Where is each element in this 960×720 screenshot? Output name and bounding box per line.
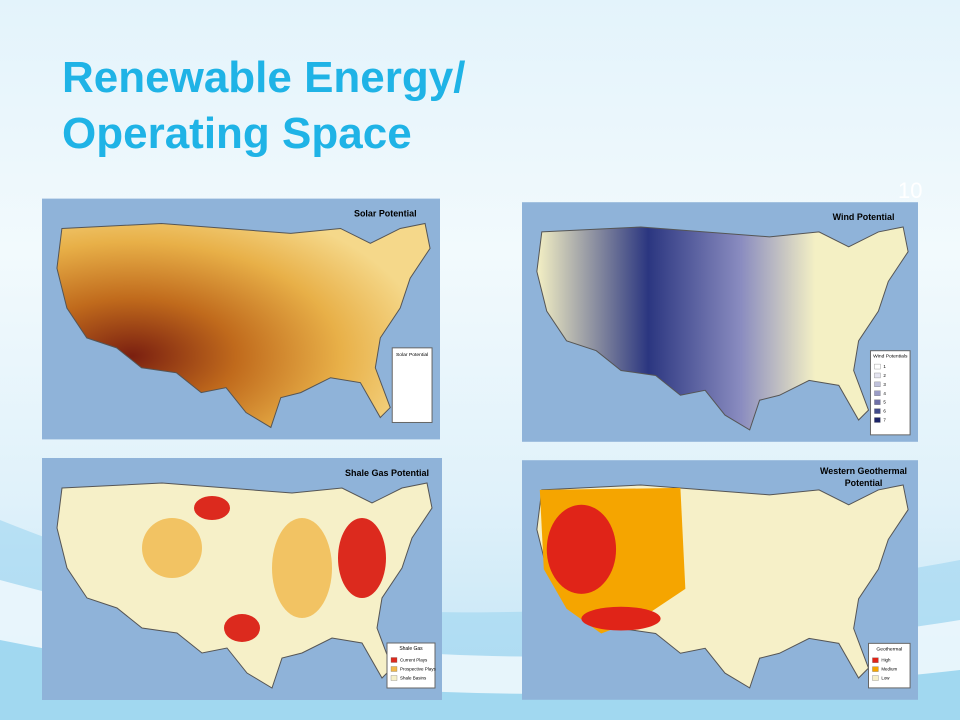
shale-map: Shale Gas Potential Shale Gas Current Pl… (42, 458, 442, 700)
legend-label: Current Plays (400, 658, 428, 663)
map-title: Solar Potential (354, 209, 417, 219)
legend-swatch (874, 408, 881, 414)
legend-label: 1 (883, 364, 886, 369)
legend-title: Geothermal (876, 646, 902, 652)
legend-swatch (390, 666, 398, 672)
shale-play (194, 496, 230, 520)
geothermal-high (546, 504, 617, 594)
geothermal-map: Western Geothermal Potential Geothermal … (522, 460, 918, 700)
legend-label: Low (881, 675, 890, 680)
shale-play (338, 518, 386, 598)
legend-label: Medium (881, 667, 897, 672)
shale-basin (142, 518, 202, 578)
slide-number: 10 (898, 178, 923, 203)
map-title: Western Geothermal (820, 466, 907, 476)
map-title: Shale Gas Potential (345, 468, 429, 478)
title-line: Renewable Energy/ (62, 53, 466, 102)
legend-label: Shale Basins (400, 676, 427, 681)
solar-map: Solar Potential Solar Potential (42, 198, 440, 440)
legend-swatch (390, 675, 398, 681)
legend-label: 7 (883, 417, 886, 422)
legend-label: Prospective Plays (400, 667, 437, 672)
legend-swatch (874, 390, 881, 396)
legend-label: 3 (883, 382, 886, 387)
legend-swatch (874, 417, 881, 423)
geothermal-high (581, 606, 661, 631)
legend-box (391, 347, 433, 423)
shale-play (224, 614, 260, 642)
legend-swatch (874, 363, 881, 370)
legend-title: Solar Potential (396, 352, 428, 358)
wind-map: Wind Potential Wind Potentials 1 2 3 4 5 6 7 (522, 202, 918, 442)
legend-swatch (874, 381, 881, 387)
legend-swatch (874, 399, 881, 405)
slide-title: Renewable Energy/ Operating Space (62, 50, 465, 162)
legend-swatch (872, 675, 879, 681)
legend-swatch (874, 372, 881, 379)
legend-label: High (881, 658, 891, 663)
legend-box (868, 642, 911, 689)
map-title: Potential (845, 478, 883, 488)
legend-title: Wind Potentials (873, 354, 908, 360)
legend-label: 6 (883, 409, 886, 414)
shale-basin (272, 518, 332, 618)
legend-label: 4 (883, 391, 886, 396)
legend-swatch (390, 657, 398, 663)
legend-swatch (872, 657, 879, 663)
legend-label: 5 (883, 400, 886, 405)
map-title: Wind Potential (833, 212, 895, 222)
legend-swatch (872, 666, 879, 672)
legend-title: Shale Gas (399, 646, 423, 652)
legend-label: 2 (883, 373, 886, 378)
title-line: Operating Space (62, 109, 412, 158)
